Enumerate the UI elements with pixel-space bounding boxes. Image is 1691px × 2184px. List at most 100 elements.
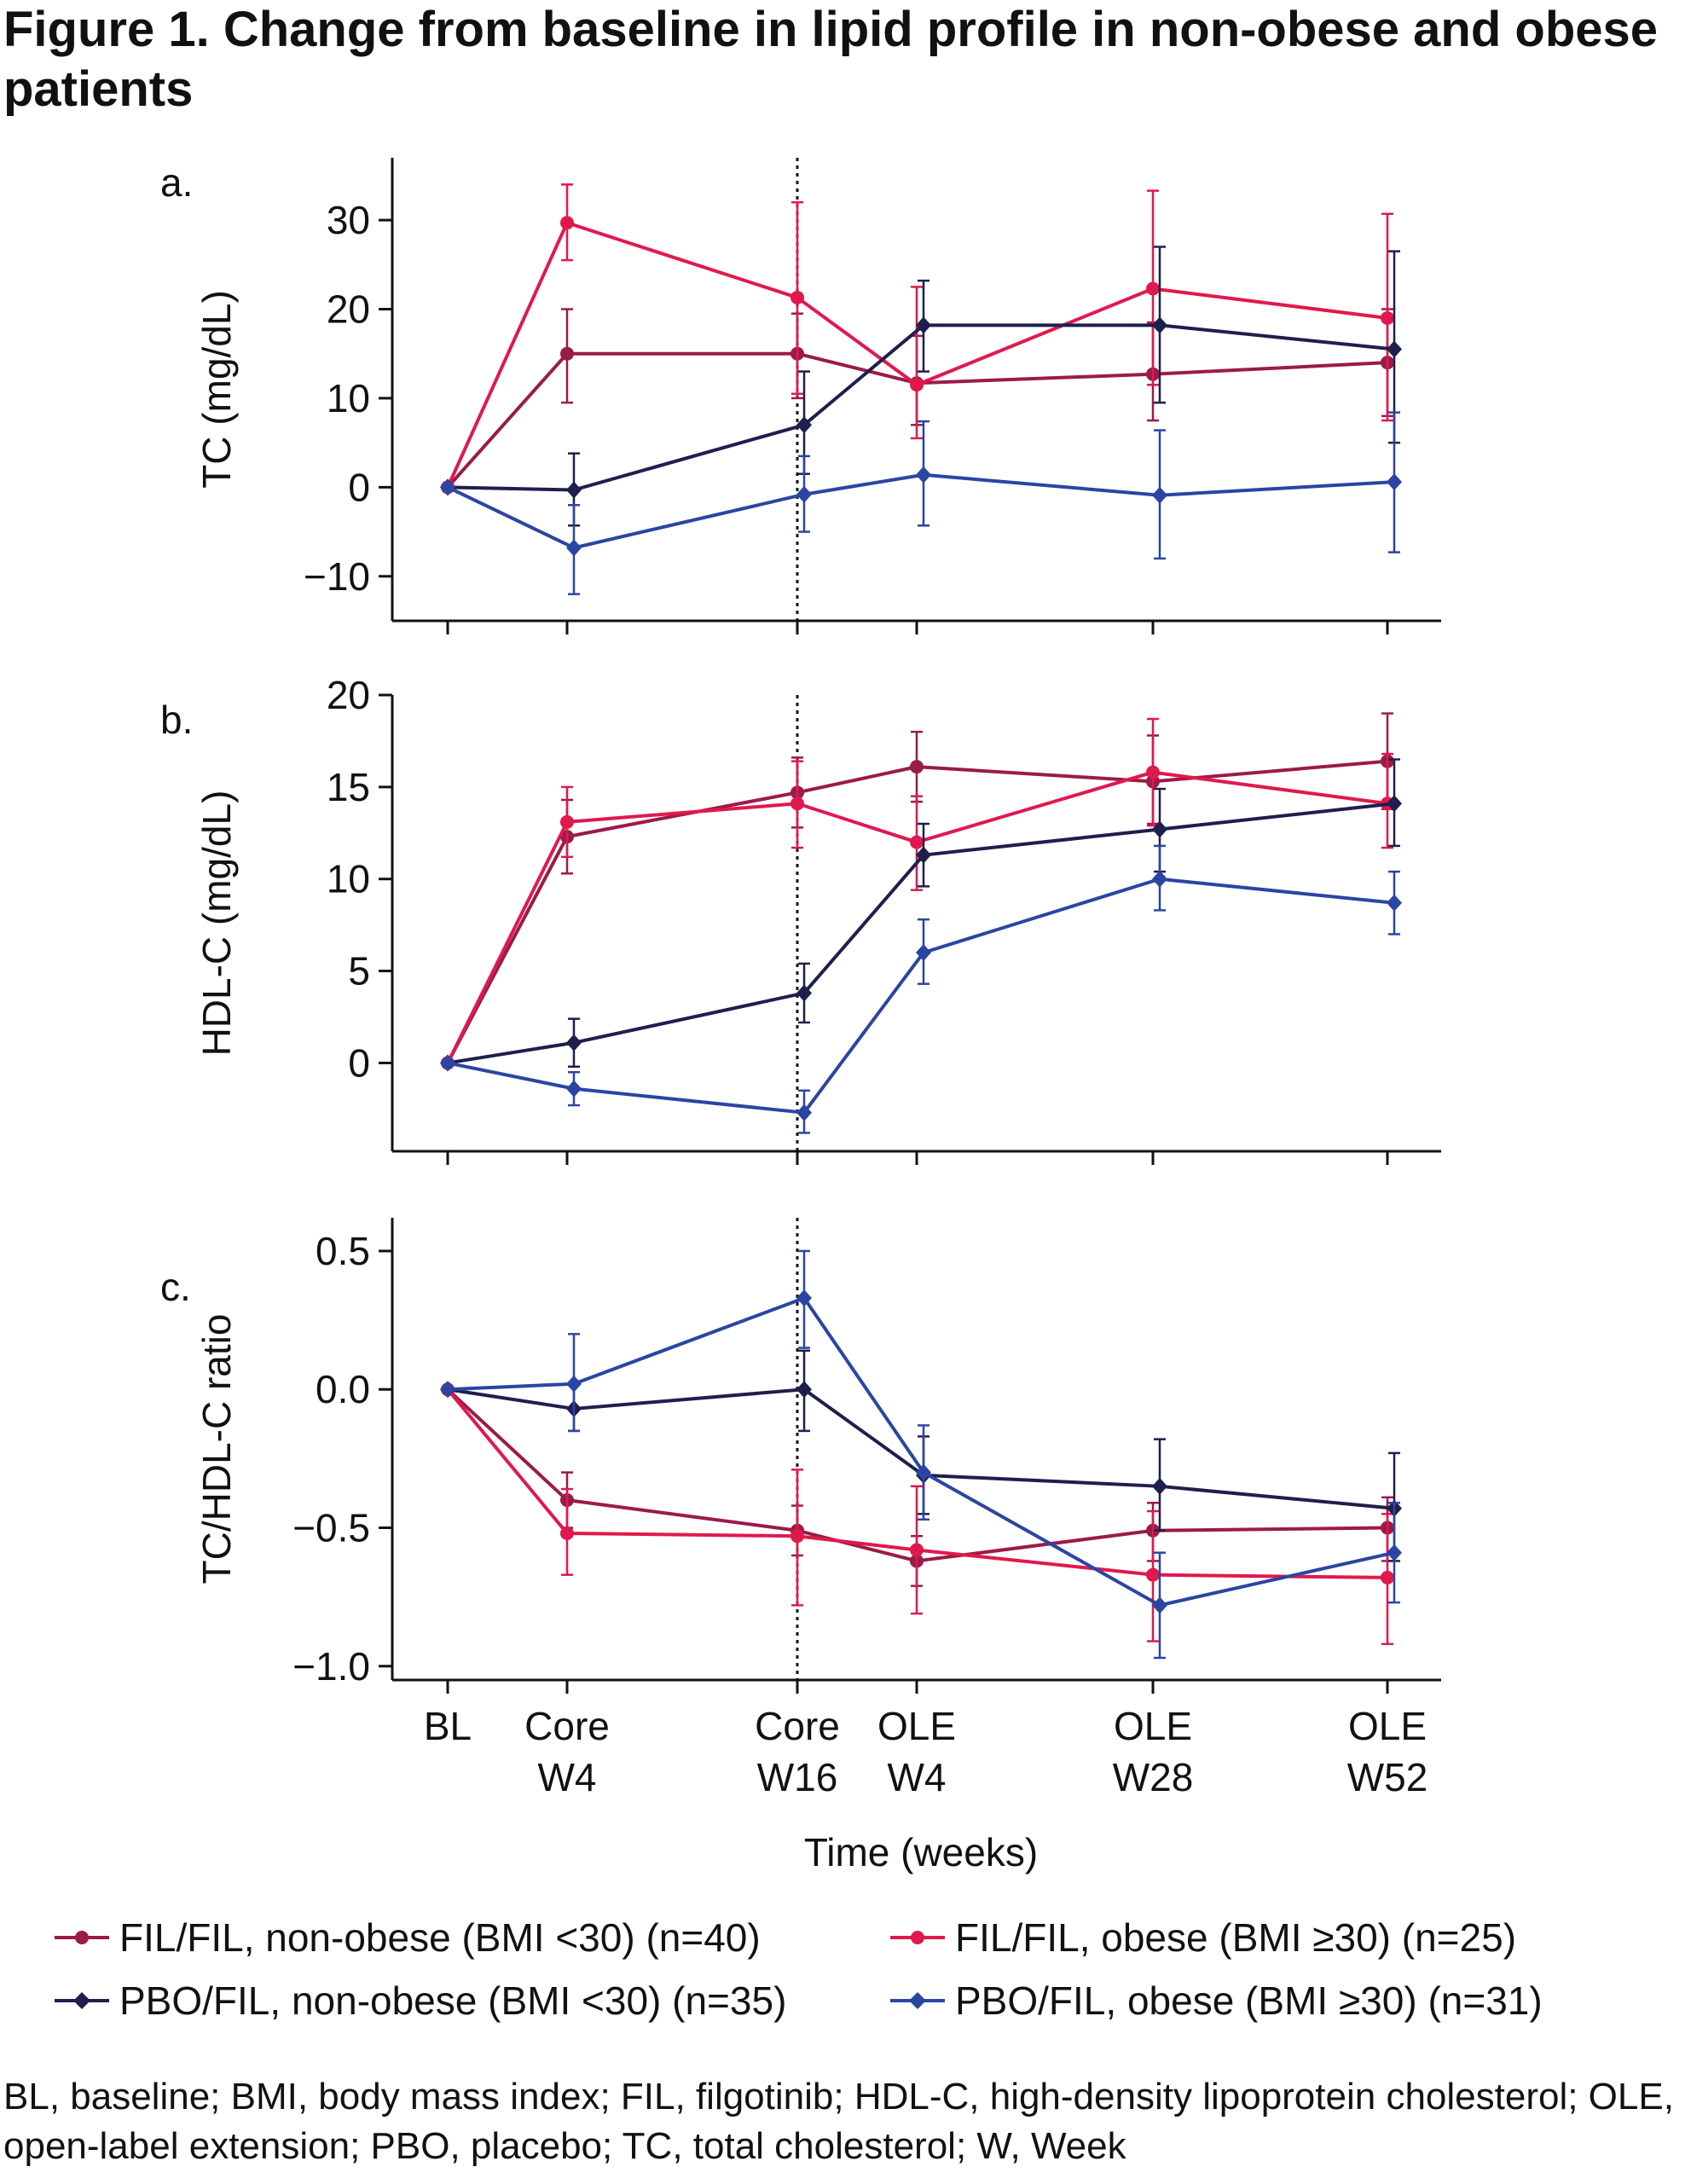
legend-label: FIL/FIL, non-obese (BMI <30) (n=40) [119,1915,761,1960]
data-point [566,1080,582,1098]
data-point [440,1054,455,1072]
y-tick-label: 30 [327,198,370,242]
y-tick-label: 10 [327,376,370,420]
x-tick-label: OLE [877,1704,956,1748]
data-point [1387,894,1402,912]
data-point [796,1289,812,1307]
legend-item-pbo-nonobese: PBO/FIL, non-obese (BMI <30) (n=35) [51,1978,786,2024]
legend-label: PBO/FIL, non-obese (BMI <30) (n=35) [119,1978,787,2023]
panel-c-tc-hdl-ratio: −1.0 −0.5 0.0 0.5 c.TC/HDL-C ratio [160,1218,1441,1694]
data-point [1152,1477,1167,1495]
data-point [790,290,804,304]
error-bar [911,286,923,440]
data-point [560,814,574,829]
y-tick-label: 5 [348,949,370,994]
legend-label: PBO/FIL, obese (BMI ≥30) (n=31) [955,1978,1543,2023]
y-tick-label: 0.0 [316,1367,370,1411]
x-axis-tick-labels: BL Core W4 Core W16 OLE W4 OLE W28 OLE W52 [424,1704,1428,1799]
data-point [560,216,574,230]
legend-label: FIL/FIL, obese (BMI ≥30) (n=25) [955,1915,1517,1960]
data-point [1146,765,1160,779]
panel-b-hdl-c: 0 5 10 15 20 b. HDL-C (mg/dL) [160,673,1441,1165]
legend-swatch-fil-obese [890,1931,945,1944]
figure-title-text: Change from baseline in lipid profile in… [3,2,1659,117]
data-point [910,1543,924,1557]
x-tick-label: W4 [538,1755,597,1799]
y-axis-label: TC/HDL-C ratio [194,1314,239,1584]
data-point [1152,820,1167,838]
data-point [1381,1570,1394,1584]
x-tick-label: W4 [888,1755,947,1799]
y-tick-label: −0.5 [292,1505,370,1550]
data-point [1152,870,1167,888]
data-point [916,944,931,962]
data-point [916,846,931,864]
data-point [1387,473,1402,491]
data-point [560,346,574,361]
y-tick-label: 10 [327,857,370,901]
series-line [447,323,1395,492]
data-point [1381,310,1394,325]
series-line [447,472,1395,550]
panel-letter: b. [160,698,193,742]
legend-item-fil-obese: FIL/FIL, obese (BMI ≥30) (n=25) [887,1915,1516,1961]
series-line [446,1387,1388,1579]
data-point [1152,1596,1167,1614]
y-tick-label: 0 [348,1040,370,1085]
data-point [796,1381,812,1399]
data-point [560,1526,574,1540]
series-line [447,877,1395,1115]
panel-letter: c. [160,1265,191,1309]
lipid-profile-chart: −10 0 10 20 30 a. TC (mg/dL) 0 5 10 15 20 b. HDL-C (… [160,158,1441,1874]
series-line [447,1296,1395,1608]
data-point [910,760,924,774]
y-tick-label: 0.5 [316,1229,370,1273]
series-line [446,351,1388,489]
series-0 [441,712,1394,1070]
series-line [447,1387,1395,1510]
data-point [1146,281,1160,296]
x-tick-label: OLE [1114,1704,1192,1748]
series-line [446,221,1388,489]
legend-swatch-fil-nonobese [55,1931,109,1944]
data-point [910,378,924,392]
y-tick-label: 0 [348,465,370,509]
series-3 [440,844,1402,1134]
series-1 [441,183,1394,495]
legend-item-pbo-obese: PBO/FIL, obese (BMI ≥30) (n=31) [887,1978,1543,2024]
legend-swatch-pbo-obese [890,1992,945,2009]
data-point [1152,486,1167,504]
data-point [796,416,812,434]
legend: FIL/FIL, non-obese (BMI <30) (n=40) FIL/… [51,1915,1671,2051]
x-tick-label: Core [524,1704,610,1748]
y-tick-label: 15 [327,765,370,809]
data-point [440,1381,455,1399]
data-point [796,485,812,503]
x-tick-label: Core [755,1704,840,1748]
y-tick-label: 20 [327,287,370,332]
data-point [1387,1544,1402,1561]
x-tick-label: W52 [1347,1755,1428,1799]
x-tick-label: W16 [757,1755,838,1799]
y-tick-label: 20 [327,673,370,717]
data-point [1146,1567,1160,1582]
data-point [440,478,455,496]
data-point [916,316,931,334]
legend-swatch-pbo-nonobese [55,1992,109,2009]
data-point [1387,340,1402,358]
y-axis-label: TC (mg/dL) [194,290,239,489]
data-point [566,1375,582,1393]
figure-title: Figure 1. Change from baseline in lipid … [3,0,1675,119]
panel-a-tc: −10 0 10 20 30 a. TC (mg/dL) [160,158,1441,634]
footnote: BL, baseline; BMI, body mass index; FIL,… [3,2076,1674,2167]
series-1 [441,717,1394,1070]
data-point [790,797,804,811]
data-point [910,835,924,849]
y-tick-label: −10 [304,554,370,599]
series-line [447,802,1395,1065]
series-3 [440,411,1402,595]
panel-letter: a. [160,160,193,205]
data-point [790,1529,804,1544]
data-point [1152,316,1167,334]
series-2 [440,758,1402,1072]
